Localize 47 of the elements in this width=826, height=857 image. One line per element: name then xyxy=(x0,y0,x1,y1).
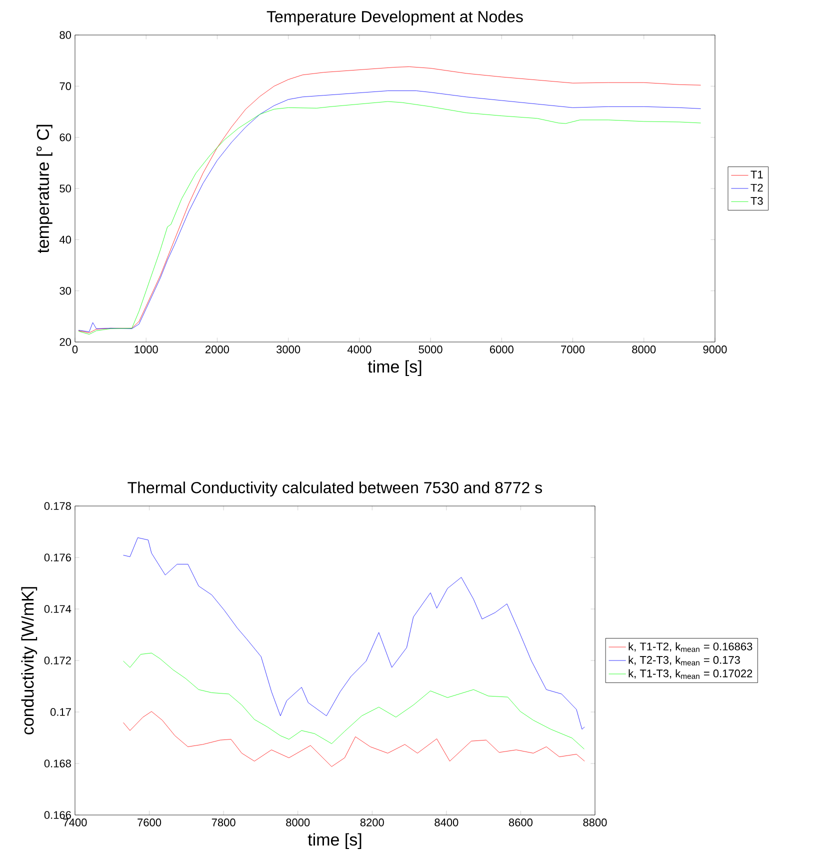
x-tick-label: 4000 xyxy=(347,346,372,354)
y-axis-title: temperature [° C] xyxy=(36,124,52,254)
y-tick-label: 70 xyxy=(60,82,72,90)
legend-label: T3 xyxy=(750,197,763,205)
y-tick-label: 20 xyxy=(60,338,72,346)
y-tick-label: 80 xyxy=(60,31,72,39)
y-tick-label: 40 xyxy=(59,236,72,244)
legend-label: k, T1-T3, k$_{mean}$ = 0.17022 xyxy=(628,669,752,679)
x-tick-label: 7000 xyxy=(561,346,585,354)
x-axis-title: time [s] xyxy=(368,360,422,376)
chart-title: Temperature Development at Nodes xyxy=(266,10,523,26)
line-series xyxy=(123,711,585,767)
y-tick-label: 0.17 xyxy=(50,708,71,716)
y-tick-label: 0.166 xyxy=(44,811,71,819)
x-axis-title: time [s] xyxy=(308,833,362,850)
line-series xyxy=(123,652,584,750)
x-tick-label: 9000 xyxy=(703,346,727,354)
legend-label: T1 xyxy=(750,170,763,178)
x-tick-label: 7600 xyxy=(138,818,162,826)
legend-label: k, T1-T2, k$_{mean}$ = 0.16863 xyxy=(628,642,752,652)
x-tick-label: 1000 xyxy=(134,346,158,354)
y-tick-label: 0.172 xyxy=(44,656,71,664)
x-tick-label: 7800 xyxy=(212,818,236,826)
x-tick-label: 8400 xyxy=(434,818,458,826)
legend-label: T2 xyxy=(750,184,763,192)
y-tick-label: 0.178 xyxy=(44,502,71,510)
line-series xyxy=(123,537,585,730)
y-tick-label: 30 xyxy=(60,286,72,295)
x-tick-label: 7400 xyxy=(63,818,87,826)
x-tick-label: 0 xyxy=(72,346,78,354)
x-tick-label: 8200 xyxy=(360,818,384,826)
x-tick-label: 8000 xyxy=(286,818,310,826)
x-tick-label: 8800 xyxy=(583,818,607,826)
y-axis-title: conductivity [W/mK] xyxy=(21,587,38,734)
chart-title: Thermal Conductivity calculated between 7530 and 8772 s xyxy=(128,482,542,496)
x-tick-label: 8600 xyxy=(508,818,532,826)
x-tick-label: 3000 xyxy=(276,346,300,354)
y-tick-label: 0.176 xyxy=(44,554,71,562)
y-tick-label: 60 xyxy=(60,133,72,142)
y-tick-label: 0.174 xyxy=(44,605,72,613)
x-tick-label: 5000 xyxy=(418,346,442,354)
y-tick-label: 0.168 xyxy=(44,760,71,768)
y-tick-label: 50 xyxy=(60,184,72,192)
x-tick-label: 2000 xyxy=(206,346,230,354)
legend-label: k, T2-T3, k$_{mean}$ = 0.173 xyxy=(628,656,740,666)
x-tick-label: 8000 xyxy=(632,346,656,354)
x-tick-label: 6000 xyxy=(490,346,514,354)
